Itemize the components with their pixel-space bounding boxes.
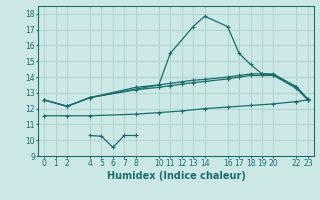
X-axis label: Humidex (Indice chaleur): Humidex (Indice chaleur) — [107, 171, 245, 181]
